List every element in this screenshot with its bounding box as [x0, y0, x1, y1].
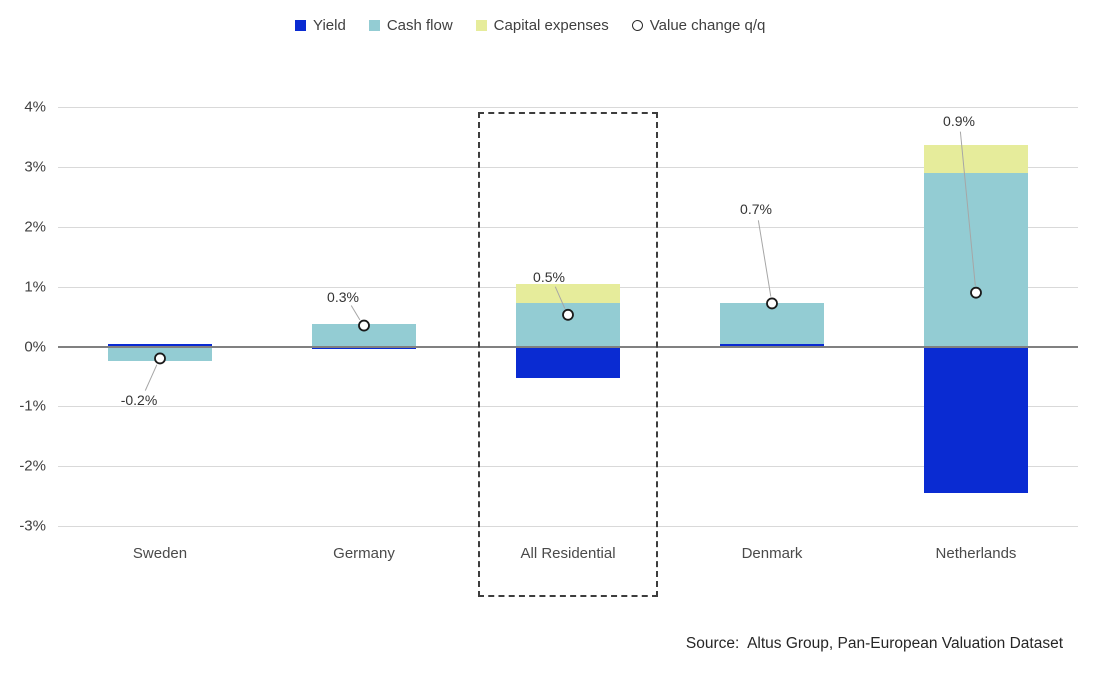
data-label: 0.9% [943, 112, 975, 129]
legend-label: Cash flow [386, 17, 453, 34]
source-note: Source: Altus Group, Pan-European Valuat… [685, 635, 1063, 652]
bar-netherlands-yield [924, 346, 1028, 493]
data-label: -0.2% [120, 392, 158, 409]
y-axis-tick-label: -2% [19, 457, 46, 475]
y-axis-tick-label: 0% [24, 338, 46, 355]
legend-label: Capital expenses [493, 17, 609, 34]
bar-germany-cash-flow [312, 323, 416, 347]
value-change-q-q-marker-icon [631, 20, 643, 31]
legend-label: Yield [313, 17, 346, 34]
capital-expenses-swatch-icon [475, 20, 487, 31]
bar-denmark-yield [720, 343, 824, 347]
x-axis-category-label: Denmark [741, 545, 803, 562]
data-label: 0.3% [327, 288, 359, 305]
highlight-box [478, 112, 658, 597]
y-axis-tick-label: 1% [24, 278, 46, 296]
gridline [58, 525, 1078, 527]
bar-germany-yield [312, 346, 416, 350]
legend-item-capital-expenses: Capital expenses [475, 17, 609, 34]
y-axis-tick-label: 2% [24, 218, 46, 236]
bar-all-residential-yield [516, 346, 620, 378]
leader-line [144, 364, 158, 391]
yield-swatch-icon [295, 20, 306, 31]
y-axis-tick-label: 3% [24, 158, 46, 176]
gridline [58, 466, 1078, 468]
legend-item-value-change-q-q: Value change q/q [631, 17, 766, 34]
gridline [58, 107, 1078, 109]
cash-flow-swatch-icon [368, 20, 380, 31]
gridline [58, 406, 1078, 408]
leader-line [350, 305, 361, 321]
zero-axis-line [58, 345, 1078, 348]
y-axis-tick-label: -1% [19, 397, 46, 415]
chart-legend: Yield Cash flow Capital expenses Value chan… [295, 17, 765, 34]
y-axis-tick-label: -3% [19, 517, 46, 535]
legend-item-cash-flow: Cash flow [368, 17, 453, 34]
bar-denmark-cash-flow [720, 303, 824, 344]
bar-all-residential-capital-expenses [516, 283, 620, 303]
gridline [58, 167, 1078, 169]
y-axis-tick-label: 4% [24, 98, 46, 116]
x-axis-category-label: All Residential [520, 545, 616, 562]
legend-item-yield: Yield [295, 17, 346, 34]
bar-netherlands-capital-expenses [924, 144, 1028, 174]
gridline [58, 226, 1078, 228]
data-label: 0.7% [740, 201, 772, 218]
x-axis-category-label: Germany [333, 545, 395, 562]
bar-netherlands-cash-flow [924, 173, 1028, 347]
data-label: 0.5% [533, 268, 565, 285]
bar-sweden-cash-flow [108, 346, 212, 362]
leader-line [757, 220, 772, 297]
x-axis-category-label: Netherlands [935, 545, 1017, 562]
x-axis-category-label: Sweden [132, 545, 188, 562]
bar-sweden-yield [108, 343, 212, 347]
legend-label: Value change q/q [649, 17, 766, 34]
